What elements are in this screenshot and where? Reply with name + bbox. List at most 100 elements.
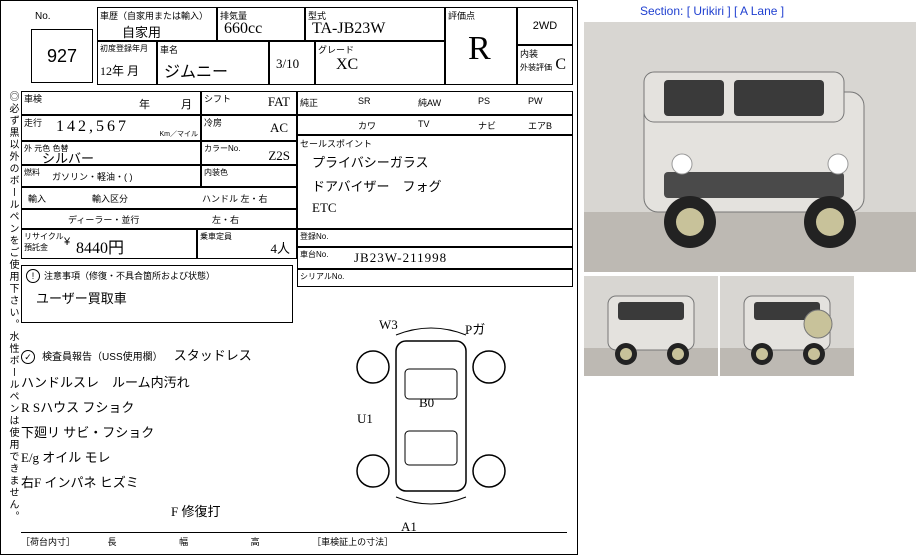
colorno-value: Z2S — [268, 148, 290, 164]
inspection-block: ✓ 検査員報告（USS使用欄） スタッドレス ハンドルスレ ルーム内汚れ R S… — [21, 345, 293, 520]
score-label: 評価点 — [446, 8, 516, 23]
cell-dealer: ディーラー・並行 左・右 — [21, 209, 297, 229]
chassis-value: JB23W-211998 — [354, 250, 447, 266]
sales-line3: ETC — [312, 200, 337, 216]
section-link-alane[interactable]: A Lane — [740, 4, 777, 18]
insp-l3: 下廻リ サビ・フショク — [21, 422, 293, 441]
odo-value: 142,567 — [56, 118, 129, 136]
history-label: 車歴（自家用または輸入） — [98, 8, 216, 23]
cell-capacity: 乗車定員 4人 — [197, 229, 297, 259]
cell-ac: 冷房 AC — [201, 115, 297, 141]
shaken-month: 月 — [181, 96, 192, 112]
interior-value: C — [555, 56, 566, 74]
serial-label: シリアルNo. — [298, 270, 572, 283]
cell-recycle: リサイクル 預託金 ¥ 8440円 — [21, 229, 197, 259]
cell-reg: 初度登録年月 12年 月 — [97, 41, 157, 85]
cell-equip2: カワ TV ナビ エアB — [297, 115, 573, 135]
section-links: Section: [ Urikiri ] [ A Lane ] — [640, 4, 784, 18]
photo-thumb-rear-left[interactable] — [584, 276, 718, 376]
inspect-value: 3/10 — [276, 56, 299, 72]
cell-interiorcol: 内装色 — [201, 165, 297, 187]
cell-inspect: 3/10 — [269, 41, 315, 85]
cell-fuel: 燃料 ガソリン・軽油・( ) — [21, 165, 201, 187]
shaken-year: 年 — [139, 96, 150, 112]
lot-number-box: 927 — [31, 29, 93, 83]
cell-regno: 登録No. — [297, 229, 573, 247]
damage-diagram: W3 Pガ U1 B0 — [301, 321, 561, 521]
sales-label: セールスポイント — [298, 136, 572, 151]
reg-label: 初度登録年月 — [98, 42, 156, 55]
mark-u1: U1 — [357, 411, 373, 427]
photo-main[interactable] — [584, 22, 916, 272]
history-value: 自家用 — [122, 22, 161, 41]
cc-value: 660cc — [224, 20, 262, 38]
recycle-value: 8440円 — [76, 234, 124, 258]
score-value: R — [468, 30, 491, 68]
cell-drive: 2WD — [517, 7, 573, 45]
insp-l6: F 修復打 — [171, 501, 293, 520]
shift-value: FAT — [268, 94, 290, 110]
lot-number: 927 — [47, 46, 77, 67]
cell-import: 輸入 輸入区分 ハンドル 左・右 — [21, 187, 297, 209]
mark-w3: W3 — [379, 317, 398, 333]
fuel-label: 燃料 — [22, 167, 42, 178]
car-rear-illustration-2 — [720, 276, 854, 376]
regno-label: 登録No. — [298, 230, 572, 243]
ac-value: AC — [270, 120, 288, 136]
interiorcol-label: 内装色 — [202, 166, 296, 179]
shaken-label: 車検 — [22, 93, 44, 105]
chassis-label: 車台No. — [298, 249, 330, 260]
insp-l5: 右F インパネ ヒズミ — [21, 472, 293, 491]
carname-label: 車名 — [158, 42, 268, 57]
dealer-label: ディーラー・並行 — [68, 213, 139, 226]
cell-equip1: 純正 SR 純AW PS PW — [297, 91, 573, 115]
carname-value: ジムニー — [164, 58, 228, 82]
cell-score: 評価点 R — [445, 7, 517, 85]
inspection-tire: スタッドレス — [174, 348, 252, 363]
auction-sheet: ◎必ず黒以外のボールペンをご使用下さい。水性ボールペンは使用できません。 No.… — [0, 0, 578, 555]
cell-serial: シリアルNo. — [297, 269, 573, 287]
sales-line1: プライバシーガラス — [312, 152, 428, 171]
cell-interior-score: 内装 外装評価 C — [517, 45, 573, 85]
cell-notice: ! 注意事項（修復・不具合箇所および状態） ユーザー買取車 — [21, 265, 293, 323]
insp-l4: E/g オイル モレ — [21, 447, 293, 466]
photo-thumb-rear-right[interactable] — [720, 276, 854, 376]
inspection-header: 検査員報告（USS使用欄） — [42, 352, 163, 363]
cell-chassis: 車台No. JB23W-211998 — [297, 247, 573, 269]
cell-colorno: カラーNo. Z2S — [201, 141, 297, 165]
footer-dims: ［荷台内寸］ 長 幅 高 ［車検証上の寸法］ A1 — [21, 532, 567, 548]
cell-odo: 走行 142,567 Km／マイル — [21, 115, 201, 141]
section-prefix: Section: — [640, 4, 683, 18]
lot-label: No. — [35, 11, 51, 22]
section-link-urikiri[interactable]: Urikiri — [693, 4, 724, 18]
cell-carname: 車名 ジムニー — [157, 41, 269, 85]
foot-a1: A1 — [401, 519, 417, 535]
fuel-value: ガソリン・軽油・( ) — [52, 170, 133, 183]
foot-dims-label: ［荷台内寸］ — [21, 537, 75, 547]
mark-pg: Pガ — [465, 319, 485, 338]
cell-shift: シフト FAT — [201, 91, 297, 115]
recycle-label: リサイクル 預託金 — [22, 230, 62, 254]
capacity-value: 4人 — [270, 238, 290, 257]
ac-label: 冷房 — [202, 117, 224, 129]
cell-color: 外 元色 色替 シルバー — [21, 141, 201, 165]
notice-header: 注意事項（修復・不具合箇所および状態） — [44, 269, 215, 282]
insp-l1: ハンドルスレ ルーム内汚れ — [21, 372, 293, 391]
vertical-instructions: ◎必ず黒以外のボールペンをご使用下さい。水性ボールペンは使用できません。 — [5, 91, 20, 523]
cell-grade: グレード XC — [315, 41, 445, 85]
reg-value: 12年 月 — [100, 62, 139, 79]
cell-model: 型式 TA-JB23W — [305, 7, 445, 41]
shift-label: シフト — [202, 93, 233, 105]
yen: ¥ — [64, 236, 70, 248]
car-front-illustration — [584, 22, 916, 272]
mark-b0: B0 — [419, 395, 434, 411]
grade-label: グレード — [316, 42, 444, 57]
odo-label: 走行 — [22, 117, 44, 129]
drive-label: 2WD — [533, 20, 557, 32]
sales-line2: ドアバイザー フォグ — [312, 176, 441, 195]
notice-line1: ユーザー買取車 — [36, 288, 127, 307]
cell-cc: 排気量 660cc — [217, 7, 305, 41]
odo-unit: Km／マイル — [160, 129, 199, 139]
model-value: TA-JB23W — [312, 20, 385, 38]
cell-history: 車歴（自家用または輸入） 自家用 — [97, 7, 217, 41]
